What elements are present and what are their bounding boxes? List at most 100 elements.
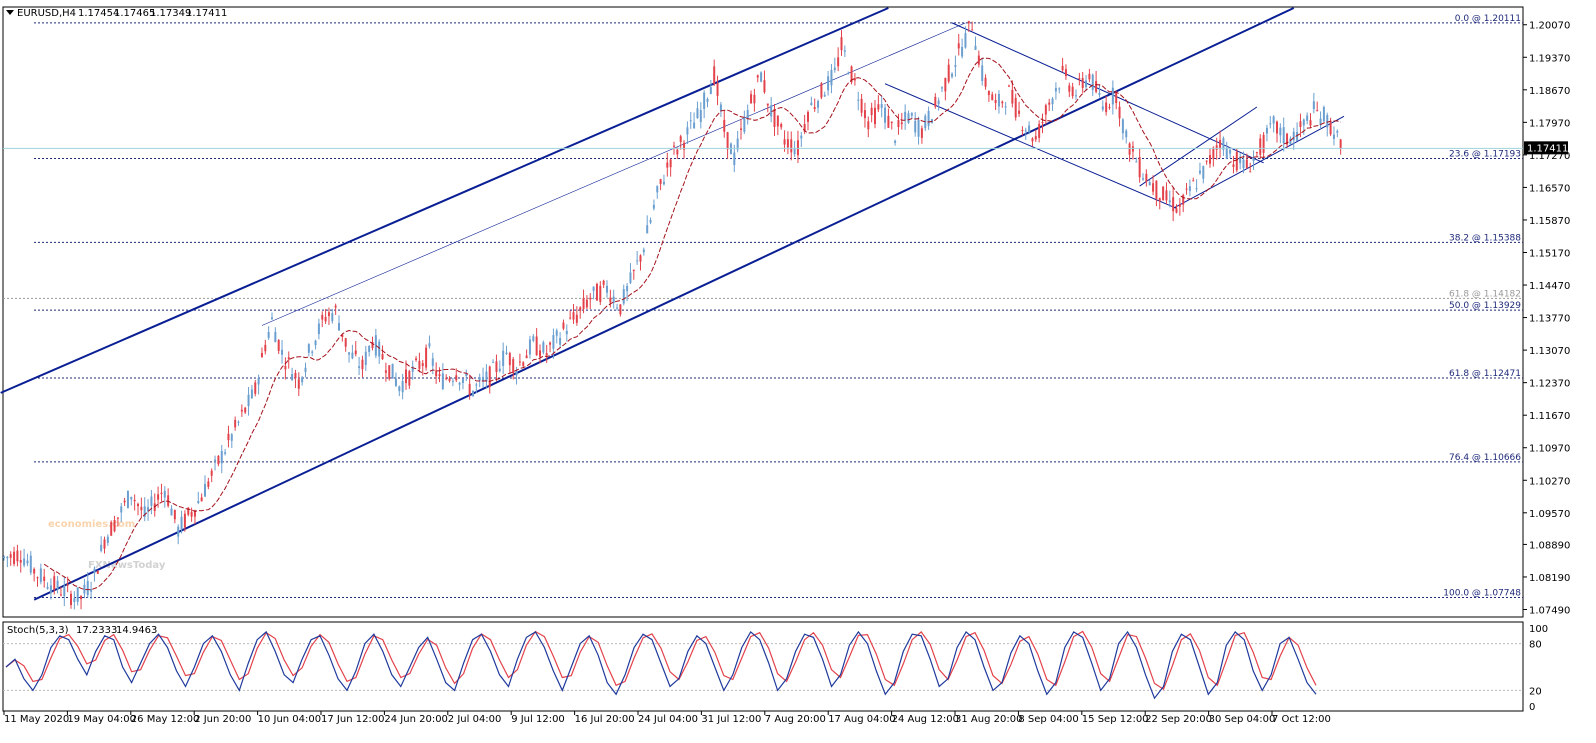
bear-candle <box>934 96 937 107</box>
bull-candle <box>3 556 5 559</box>
bull-candle <box>884 107 887 123</box>
bull-candle <box>163 490 166 498</box>
x-tick-label: 11 May 2020 <box>4 714 69 725</box>
bull-candle <box>656 186 659 193</box>
bear-candle <box>371 341 374 348</box>
bear-candle <box>1235 151 1238 171</box>
bull-candle <box>1269 123 1272 125</box>
bear-candle <box>1018 110 1021 114</box>
indicator-pane <box>2 621 1524 712</box>
bear-candle <box>887 115 890 128</box>
symbol-label: EURUSD,H4 <box>17 8 76 19</box>
bull-candle <box>90 589 93 592</box>
bull-candle <box>1075 95 1077 97</box>
bear-candle <box>1162 186 1165 201</box>
bull-candle <box>616 307 619 309</box>
bear-candle <box>984 77 987 87</box>
bear-candle <box>1044 105 1047 115</box>
x-tick-label: 24 Aug 12:00 <box>892 714 959 725</box>
bull-candle <box>220 450 223 464</box>
dropdown-triangle-icon[interactable] <box>6 10 14 15</box>
bear-candle <box>776 115 779 127</box>
bear-candle <box>944 78 947 92</box>
bear-candle <box>244 407 247 413</box>
y-tick-label: 1.15170 <box>1529 249 1570 260</box>
bull-candle <box>827 76 830 91</box>
bear-candle <box>773 108 776 127</box>
bear-candle <box>207 481 210 487</box>
bull-candle <box>552 335 555 349</box>
bear-candle <box>1145 173 1148 182</box>
bull-candle <box>1306 115 1309 121</box>
bull-candle <box>760 72 763 82</box>
bull-candle <box>465 373 468 377</box>
bull-candle <box>1004 106 1007 108</box>
bear-candle <box>455 375 458 381</box>
bear-candle <box>575 314 578 323</box>
bull-candle <box>847 73 850 75</box>
bull-candle <box>130 496 133 500</box>
bull-candle <box>281 349 284 355</box>
bull-candle <box>703 92 706 109</box>
bull-candle <box>515 371 518 376</box>
bear-candle <box>495 361 498 372</box>
bear-candle <box>585 299 588 308</box>
bull-candle <box>743 118 746 132</box>
bull-candle <box>823 94 826 97</box>
bull-candle <box>1302 119 1305 126</box>
bear-candle <box>609 297 612 303</box>
bull-candle <box>378 341 381 357</box>
bull-candle <box>106 536 109 543</box>
bear-candle <box>890 121 893 123</box>
bull-candle <box>46 586 49 589</box>
bull-candle <box>1326 115 1329 128</box>
bear-candle <box>522 362 525 366</box>
bull-candle <box>686 127 689 135</box>
bear-candle <box>870 107 873 116</box>
bull-candle <box>120 506 123 513</box>
bull-candle <box>250 389 253 399</box>
bull-candle <box>1168 200 1171 203</box>
bull-candle <box>49 585 52 593</box>
bear-candle <box>1001 101 1004 104</box>
bull-candle <box>612 296 615 304</box>
bear-candle <box>790 139 793 153</box>
bull-candle <box>941 87 943 89</box>
bull-candle <box>76 587 79 602</box>
bear-candle <box>877 104 880 110</box>
bull-candle <box>1195 188 1198 190</box>
bear-candle <box>1014 97 1017 118</box>
bull-candle <box>1289 138 1292 145</box>
bear-candle <box>863 110 866 119</box>
bear-candle <box>813 107 816 110</box>
bear-candle <box>860 98 863 113</box>
bear-candle <box>750 94 753 104</box>
bull-candle <box>696 108 699 119</box>
bull-candle <box>629 272 632 283</box>
bull-candle <box>1058 88 1061 90</box>
bull-candle <box>1135 161 1138 163</box>
bear-candle <box>1185 188 1188 190</box>
fib-level-label: 100.0 @ 1.07748 <box>1443 588 1521 598</box>
bull-candle <box>706 98 709 103</box>
bull-candle <box>1332 134 1335 139</box>
bear-candle <box>227 433 230 441</box>
bear-candle <box>1031 138 1034 142</box>
x-tick-label: 19 May 04:00 <box>67 714 136 725</box>
fib-level-label: 0.0 @ 1.20111 <box>1455 14 1521 24</box>
bull-candle <box>1296 131 1299 141</box>
bull-candle <box>230 434 233 441</box>
bear-candle <box>103 539 106 549</box>
bull-candle <box>394 378 397 386</box>
fib-level-label: 50.0 @ 1.13929 <box>1449 301 1521 311</box>
ma-line <box>43 57 1341 591</box>
y-tick-label: 1.09570 <box>1529 509 1570 520</box>
bear-candle <box>1299 121 1302 128</box>
bear-candle <box>786 139 789 148</box>
bull-candle <box>810 102 813 106</box>
bear-candle <box>602 280 605 285</box>
bear-candle <box>80 596 83 600</box>
bear-candle <box>1262 134 1265 153</box>
bull-candle <box>1239 156 1242 164</box>
bear-candle <box>1232 164 1235 168</box>
